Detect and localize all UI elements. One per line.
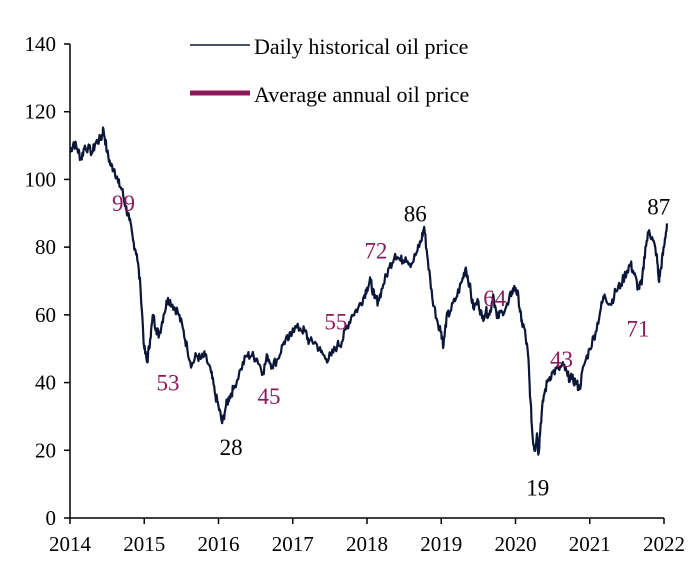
average-price-label: 43 — [550, 347, 573, 372]
annotations: 99 53 45 55 72 64 43 71 86 28 19 87 — [112, 191, 670, 500]
y-tick-label: 60 — [35, 303, 56, 327]
axes: 0 20 40 60 80 100 120 140 2014 2015 2016 2017 2018 20… — [25, 32, 686, 556]
x-tick-label: 2014 — [49, 532, 92, 556]
x-tick-label: 2017 — [272, 532, 314, 556]
x-tick-label: 2018 — [346, 532, 388, 556]
daily-price-line — [68, 126, 669, 456]
extreme-price-label: 87 — [647, 195, 670, 220]
y-tick-label: 40 — [35, 371, 56, 395]
extreme-price-label: 28 — [220, 435, 243, 460]
y-tick-label: 140 — [25, 32, 57, 56]
y-tick-label: 80 — [35, 235, 56, 259]
x-tick-label: 2015 — [123, 532, 165, 556]
x-tick-label: 2021 — [569, 532, 611, 556]
average-price-label: 99 — [112, 191, 135, 216]
average-price-label: 71 — [627, 316, 650, 341]
average-price-label: 53 — [157, 371, 180, 396]
x-tick-label: 2020 — [495, 532, 537, 556]
average-price-label: 45 — [257, 384, 280, 409]
y-tick-label: 100 — [25, 167, 57, 191]
x-tick-label: 2019 — [420, 532, 462, 556]
average-price-label: 64 — [483, 286, 507, 311]
extreme-price-label: 86 — [404, 201, 427, 226]
extreme-price-label: 19 — [526, 476, 549, 501]
legend: Daily historical oil price Average annua… — [190, 34, 469, 107]
legend-label-average: Average annual oil price — [254, 82, 469, 107]
legend-label-daily: Daily historical oil price — [254, 34, 468, 59]
x-tick-label: 2022 — [643, 532, 685, 556]
average-price-label: 55 — [324, 310, 347, 335]
x-tick-label: 2016 — [198, 532, 240, 556]
y-tick-label: 120 — [25, 100, 57, 124]
y-tick-label: 20 — [35, 438, 56, 462]
average-price-label: 72 — [364, 239, 387, 264]
series-layer — [68, 126, 669, 456]
y-tick-label: 0 — [46, 506, 57, 530]
